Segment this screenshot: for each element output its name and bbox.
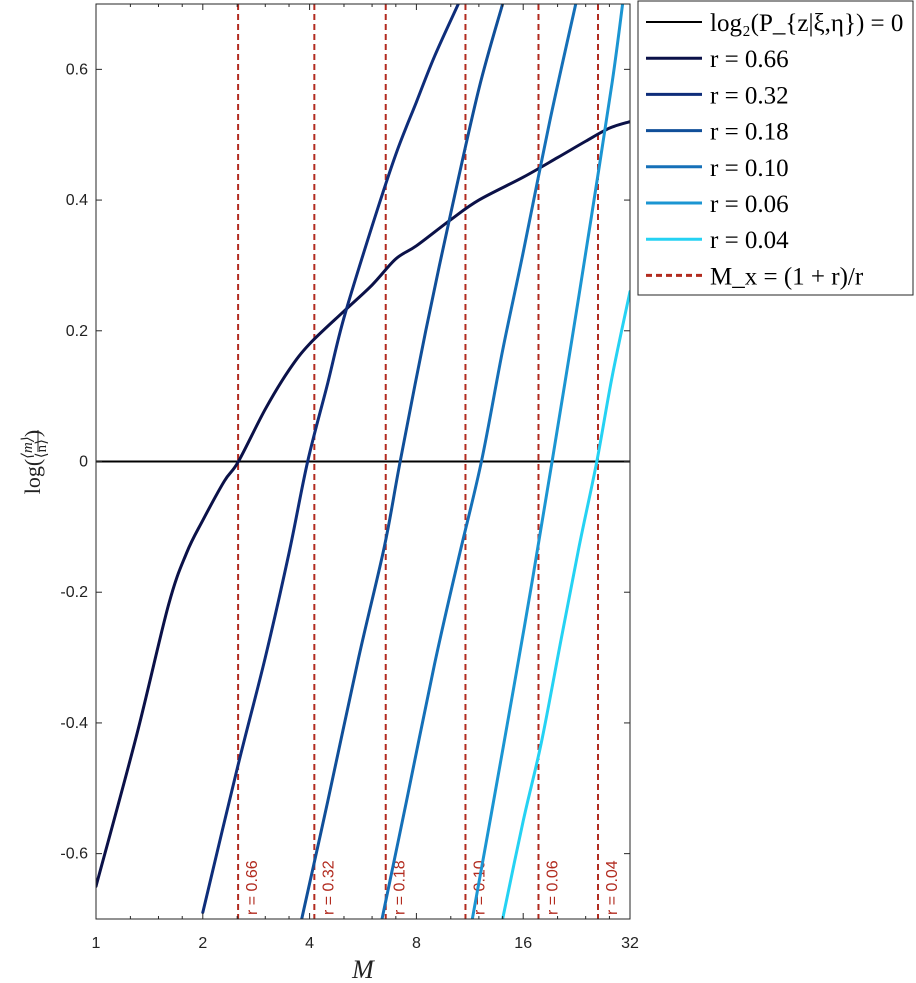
threshold-label-0: r = 0.66 bbox=[244, 860, 261, 915]
y-tick-label-4: 0.2 bbox=[66, 323, 88, 340]
threshold-label-2: r = 0.18 bbox=[392, 860, 409, 915]
series-line-4 bbox=[470, 4, 625, 919]
y-tick-label-0: -0.6 bbox=[60, 846, 88, 863]
legend-label-1: r = 0.66 bbox=[710, 46, 789, 73]
x-tick-label-1: 2 bbox=[198, 935, 207, 952]
series-line-0 bbox=[96, 120, 630, 888]
series-line-5 bbox=[501, 290, 630, 919]
x-tick-label-4: 16 bbox=[514, 935, 532, 952]
legend-label-2: r = 0.32 bbox=[710, 82, 789, 109]
legend-box bbox=[637, 0, 914, 296]
legend-label-0: log₂(P_{z|ξ,η}) = 0 bbox=[710, 10, 903, 37]
series-layer bbox=[96, 4, 630, 919]
legend-label-4: r = 0.10 bbox=[710, 155, 789, 182]
tick-layer: 1 2 4 8 16 32 -0.6 -0.4 -0.2 0 0.2 0.4 0.6 bbox=[60, 4, 639, 952]
series-line-2 bbox=[300, 4, 505, 919]
legend-label-3: r = 0.18 bbox=[710, 119, 789, 146]
y-tick-label-2: -0.2 bbox=[60, 584, 88, 601]
y-tick-label-5: 0.4 bbox=[66, 192, 88, 209]
x-tick-label-2: 4 bbox=[305, 935, 314, 952]
x-tick-label-0: 1 bbox=[92, 935, 101, 952]
x-tick-label-5: 32 bbox=[621, 935, 639, 952]
y-tick-label-1: -0.4 bbox=[60, 715, 88, 732]
legend-label-7: M_x = (1 + r)/r bbox=[710, 263, 864, 290]
series-line-3 bbox=[380, 4, 578, 919]
threshold-label-4: r = 0.06 bbox=[544, 860, 561, 915]
y-axis-label: log(⟨m⟩⟨n⟩) bbox=[20, 430, 50, 495]
svg-text:log(⟨m⟩⟨n⟩): log(⟨m⟩⟨n⟩) bbox=[20, 430, 50, 495]
threshold-label-5: r = 0.04 bbox=[604, 860, 621, 915]
legend: log₂(P_{z|ξ,η}) = 0 r = 0.66 r = 0.32 r = 0… bbox=[637, 0, 914, 296]
y-tick-label-3: 0 bbox=[79, 454, 88, 471]
legend-label-6: r = 0.04 bbox=[710, 227, 789, 254]
x-tick-label-3: 8 bbox=[412, 935, 421, 952]
x-axis-label: M bbox=[351, 955, 375, 983]
legend-label-5: r = 0.06 bbox=[710, 191, 789, 218]
y-tick-label-6: 0.6 bbox=[66, 61, 88, 78]
series-line-1 bbox=[201, 4, 460, 914]
threshold-label-1: r = 0.32 bbox=[320, 860, 337, 915]
